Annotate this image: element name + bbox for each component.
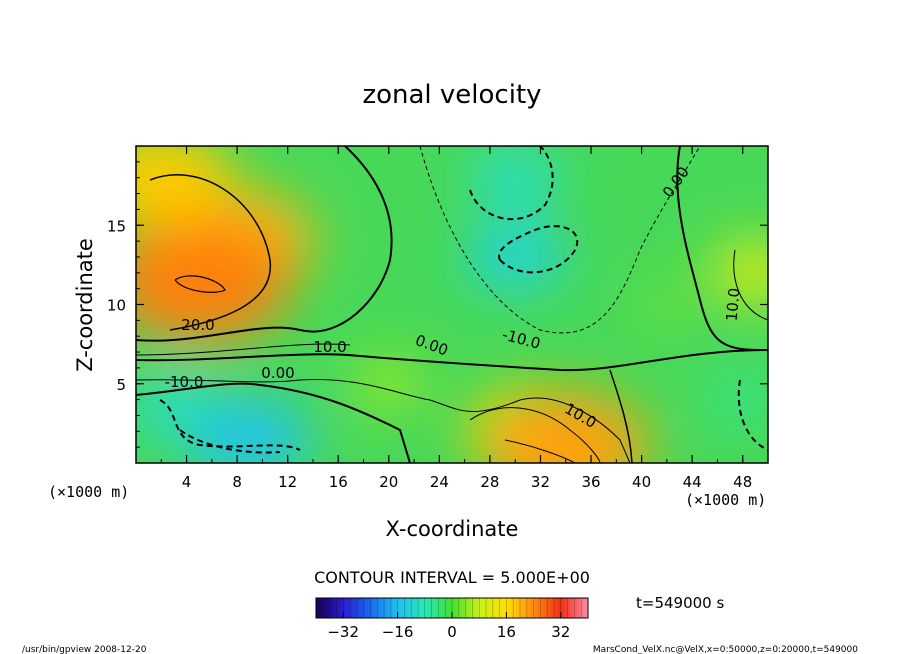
velocity-field: [136, 146, 768, 463]
contour-line: [136, 378, 631, 463]
contour-line: [676, 146, 761, 351]
contour-line: [136, 382, 411, 463]
y-tick-label: 5: [116, 376, 126, 394]
contour-label: 20.0: [181, 316, 214, 334]
field-blob: [463, 221, 567, 293]
x-tick-label: 12: [278, 473, 297, 491]
chart-title: zonal velocity: [362, 80, 541, 110]
contour-line: [504, 439, 576, 463]
x-tick-label: 44: [683, 473, 702, 491]
contour-line: [419, 146, 701, 334]
field-blob: [136, 146, 232, 226]
colorbar-tick-label: −16: [382, 623, 414, 641]
colorbar-tick-label: 16: [497, 623, 516, 641]
contour-label: 10.0: [313, 338, 346, 356]
field-blob: [355, 360, 423, 407]
x-unit-right: (×1000 m): [685, 491, 766, 509]
contour-line: [136, 349, 768, 372]
contour-line: [733, 249, 768, 321]
x-axis: 4 8 12 16 20 24 28 32 36 40 44 48: [135, 146, 769, 491]
colorbar-tick-label: 32: [551, 623, 570, 641]
footer-right: MarsCond_VelX.nc@VelX,x=0:50000,z=0:2000…: [593, 645, 858, 654]
x-tick-label: 24: [430, 473, 449, 491]
field-blob: [709, 376, 768, 423]
field-blob: [642, 287, 692, 322]
x-tick-label: 16: [329, 473, 348, 491]
colorbar: −32 −16 0 16 32: [315, 597, 589, 641]
y-axis: 5 10 15: [107, 145, 768, 464]
x-tick-label: 4: [182, 473, 192, 491]
contour-line: [498, 225, 579, 274]
y-axis-label: Z-coordinate: [73, 238, 97, 372]
contour-line: [469, 146, 554, 221]
contour-interval: CONTOUR INTERVAL = 5.000E+00: [314, 568, 590, 587]
x-tick-label: 48: [733, 473, 752, 491]
footer-left: /usr/bin/gpview 2008-12-20: [22, 645, 147, 654]
x-axis-label: X-coordinate: [386, 517, 519, 541]
x-tick-label: 8: [232, 473, 242, 491]
contour-label: 0.00: [261, 364, 294, 382]
contour-line: [149, 174, 272, 331]
contour-line: [174, 275, 226, 293]
x-tick-label: 36: [581, 473, 600, 491]
contour-line: [136, 146, 393, 342]
contour-label: 10.0: [723, 287, 744, 322]
x-unit-left: (×1000 m): [48, 483, 129, 501]
contour-line: [469, 407, 601, 463]
contour-line: [159, 399, 301, 451]
time-label: t=549000 s: [636, 594, 724, 612]
contour-label: -10.0: [165, 373, 204, 391]
contour-line: [609, 369, 633, 463]
field-blob: [469, 146, 561, 209]
x-tick-label: 32: [531, 473, 550, 491]
field-blob: [709, 241, 768, 304]
contour-line: [136, 343, 351, 356]
contour-line: [179, 429, 281, 454]
x-tick-label: 20: [379, 473, 398, 491]
contour-line: [737, 379, 768, 451]
colorbar-tick-label: −32: [327, 623, 359, 641]
field-blob: [188, 397, 311, 463]
y-tick-label: 10: [107, 297, 126, 315]
x-tick-label: 40: [632, 473, 651, 491]
x-tick-label: 28: [480, 473, 499, 491]
colorbar-tick-label: 0: [447, 623, 457, 641]
y-tick-label: 15: [107, 217, 126, 235]
